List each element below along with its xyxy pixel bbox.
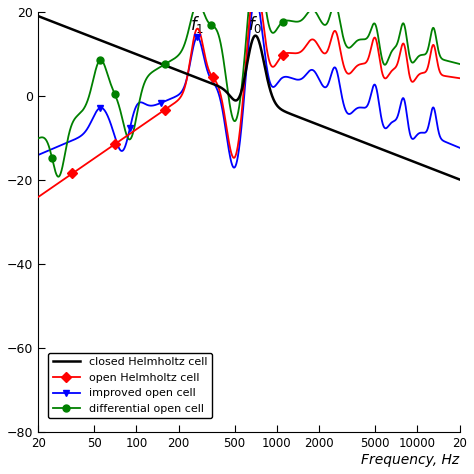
X-axis label: Frequency, Hz: Frequency, Hz [362, 453, 460, 467]
Text: $f_1$: $f_1$ [190, 14, 204, 35]
Legend: closed Helmholtz cell, open Helmholtz cell, improved open cell, differential ope: closed Helmholtz cell, open Helmholtz ce… [48, 353, 212, 419]
Text: $f_0$: $f_0$ [248, 14, 263, 35]
